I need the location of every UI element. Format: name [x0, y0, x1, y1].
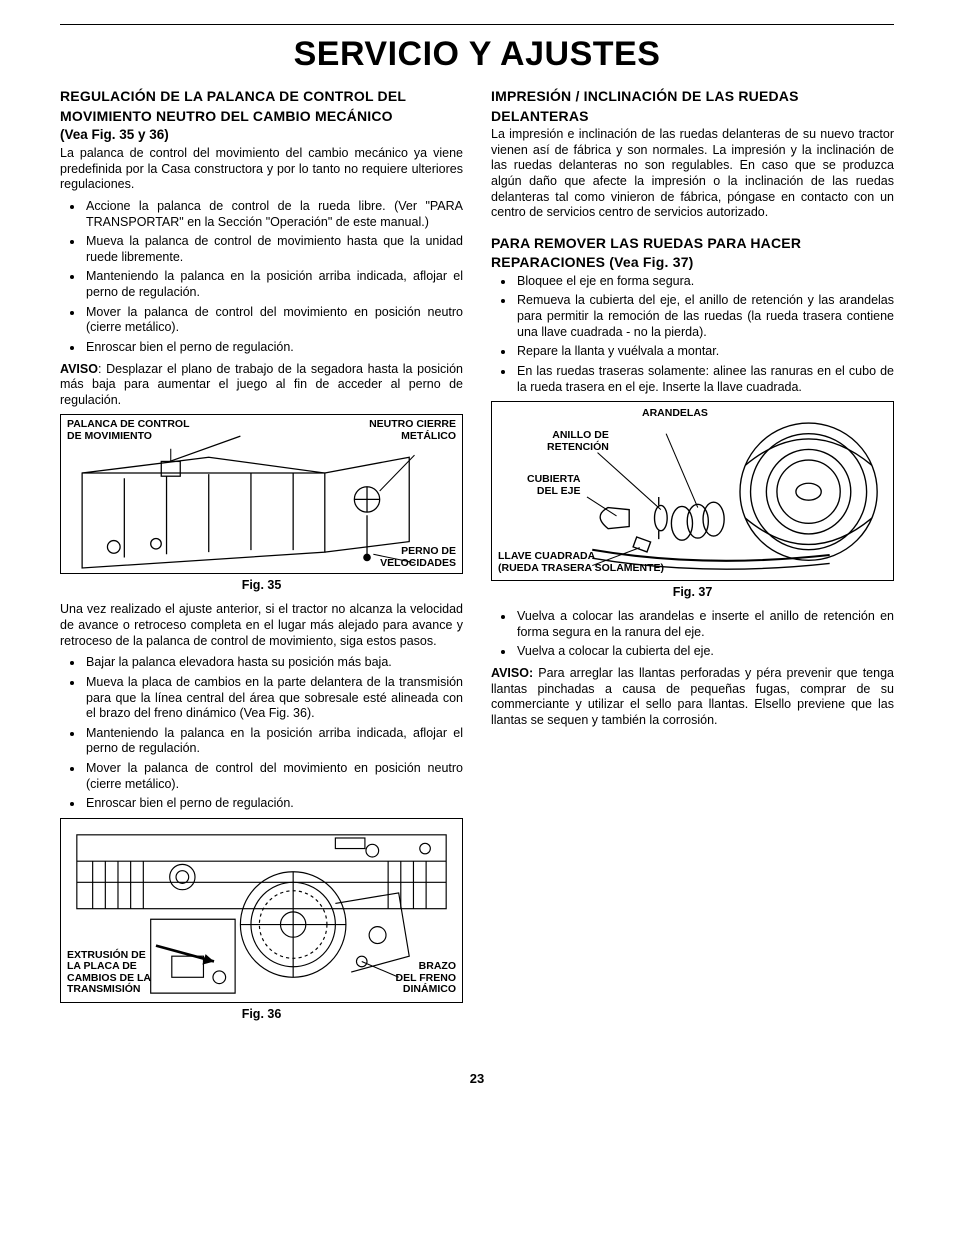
figure-37-box: ARANDELAS ANILLO DE RETENCIÓN CUBIERTA D… [491, 401, 894, 581]
list-item: Vuelva a colocar las arandelas e inserte… [515, 609, 894, 640]
fig37-label-llave: LLAVE CUADRADA (RUEDA TRASERA SOLAMENTE) [498, 551, 664, 574]
right-heading-a-line2: DELANTERAS [491, 108, 894, 126]
list-item: Mover la palanca de control del movimien… [84, 305, 463, 336]
right-main-paragraph: La impresión e inclinación de las ruedas… [491, 127, 894, 221]
left-column: REGULACIÓN DE LA PALANCA DE CONTROL DEL … [60, 88, 463, 1031]
list-item: Manteniendo la palanca en la posición ar… [84, 269, 463, 300]
list-item: Bajar la palanca elevadora hasta su posi… [84, 655, 463, 671]
fig35-label-perno: PERNO DE VELOCIDADES [380, 546, 456, 569]
fig37-label-arandelas: ARANDELAS [642, 408, 708, 420]
fig37-label-anillo: ANILLO DE RETENCIÓN [547, 430, 609, 453]
mid-paragraph: Una vez realizado el ajuste anterior, si… [60, 602, 463, 649]
fig36-label-extrusion: EXTRUSIÓN DE LA PLACA DE CAMBIOS DE LA T… [67, 950, 151, 996]
list-item: En las ruedas traseras solamente: alinee… [515, 364, 894, 395]
aviso2-paragraph: AVISO: Para arreglar las llantas perfora… [491, 666, 894, 729]
right-bullet-list-c: Bloquee el eje en forma segura. Remueva … [491, 274, 894, 395]
figure-35-box: PALANCA DE CONTROL DE MOVIMIENTO NEUTRO … [60, 414, 463, 574]
top-rule [60, 24, 894, 25]
page-number: 23 [60, 1071, 894, 1086]
left-heading-line2: MOVIMIENTO NEUTRO DEL CAMBIO MECÁNICO [60, 108, 463, 126]
right-heading-b-line1: PARA REMOVER LAS RUEDAS PARA HACER [491, 235, 894, 253]
left-bullet-list-b: Bajar la palanca elevadora hasta su posi… [60, 655, 463, 812]
list-item: Mover la palanca de control del movimien… [84, 761, 463, 792]
aviso-text: : Desplazar el plano de trabajo de la se… [60, 362, 463, 407]
list-item: Bloquee el eje en forma segura. [515, 274, 894, 290]
fig35-label-neutro: NEUTRO CIERRE METÁLICO [369, 419, 456, 442]
list-item: Enroscar bien el perno de regulación. [84, 796, 463, 812]
right-heading-a-line1: IMPRESIÓN / INCLINACIÓN DE LAS RUEDAS [491, 88, 894, 106]
two-column-layout: REGULACIÓN DE LA PALANCA DE CONTROL DEL … [60, 88, 894, 1031]
fig37-label-cubierta: CUBIERTA DEL EJE [527, 474, 580, 497]
left-heading-line1: REGULACIÓN DE LA PALANCA DE CONTROL DEL [60, 88, 463, 106]
page-title: SERVICIO Y AJUSTES [60, 35, 894, 74]
aviso2-label: AVISO: [491, 666, 533, 680]
left-bullet-list-a: Accione la palanca de control de la rued… [60, 199, 463, 356]
fig35-label-palanca: PALANCA DE CONTROL DE MOVIMIENTO [67, 419, 190, 442]
left-intro-paragraph: La palanca de control del movimiento del… [60, 146, 463, 193]
list-item: Remueva la cubierta del eje, el anillo d… [515, 293, 894, 340]
figure-36-box: EXTRUSIÓN DE LA PLACA DE CAMBIOS DE LA T… [60, 818, 463, 1003]
fig36-label-brazo: BRAZO DEL FRENO DINÁMICO [396, 961, 456, 996]
list-item: Repare la llanta y vuélvala a montar. [515, 344, 894, 360]
aviso-label: AVISO [60, 362, 98, 376]
list-item: Vuelva a colocar la cubierta del eje. [515, 644, 894, 660]
right-column: IMPRESIÓN / INCLINACIÓN DE LAS RUEDAS DE… [491, 88, 894, 1031]
left-heading-sub: (Vea Fig. 35 y 36) [60, 127, 463, 142]
list-item: Mueva la palanca de control de movimient… [84, 234, 463, 265]
list-item: Enroscar bien el perno de regulación. [84, 340, 463, 356]
aviso-paragraph: AVISO: Desplazar el plano de trabajo de … [60, 362, 463, 409]
right-bullet-list-d: Vuelva a colocar las arandelas e inserte… [491, 609, 894, 660]
list-item: Manteniendo la palanca en la posición ar… [84, 726, 463, 757]
list-item: Mueva la placa de cambios en la parte de… [84, 675, 463, 722]
aviso2-text: Para arreglar las llantas perforadas y p… [491, 666, 894, 727]
right-heading-b-line2: REPARACIONES (Vea Fig. 37) [491, 254, 894, 272]
list-item: Accione la palanca de control de la rued… [84, 199, 463, 230]
